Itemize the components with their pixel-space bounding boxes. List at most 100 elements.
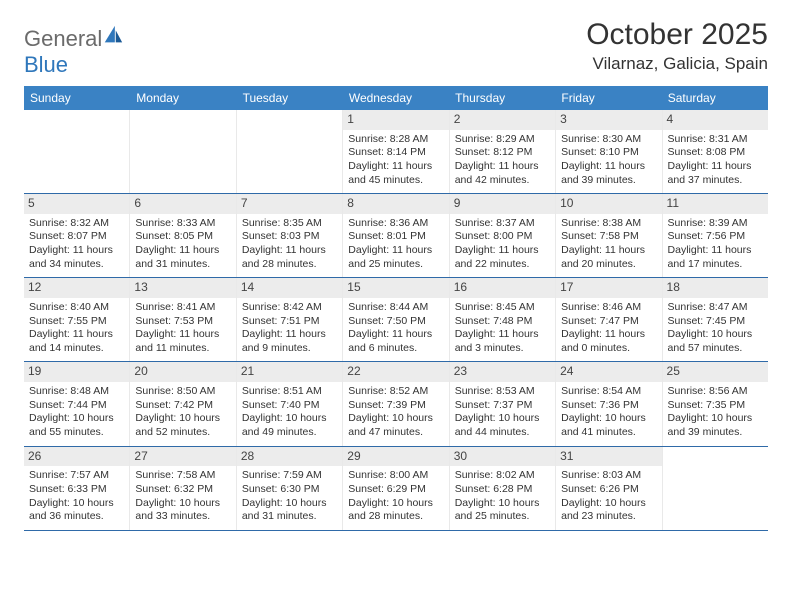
sunrise-line: Sunrise: 8:56 AM <box>668 385 763 399</box>
daylight-line: Daylight: 10 hours and 47 minutes. <box>348 412 443 439</box>
calendar-day: 24 Sunrise: 8:54 AMSunset: 7:36 PMDayligh… <box>556 362 662 445</box>
day-number: 23 <box>450 362 555 382</box>
sunrise-line: Sunrise: 8:44 AM <box>348 301 443 315</box>
calendar-day: 16Sunrise: 8:45 AMSunset: 7:48 PMDayligh… <box>450 278 556 361</box>
day-number: 1 <box>343 110 448 130</box>
daylight-line: Daylight: 11 hours and 0 minutes. <box>561 328 656 355</box>
day-number: 17 <box>556 278 661 298</box>
sunrise-line: Sunrise: 8:28 AM <box>348 133 443 147</box>
day-number: 19 <box>24 362 129 382</box>
calendar-body: 1Sunrise: 8:28 AMSunset: 8:14 PMDaylight… <box>24 110 768 531</box>
calendar-day: 8Sunrise: 8:36 AMSunset: 8:01 PMDaylight… <box>343 194 449 277</box>
sunrise-line: Sunrise: 8:40 AM <box>29 301 124 315</box>
calendar-day: 26Sunrise: 7:57 AMSunset: 6:33 PMDayligh… <box>24 447 130 530</box>
sunrise-line: Sunrise: 8:32 AM <box>29 217 124 231</box>
calendar-day: 31Sunrise: 8:03 AMSunset: 6:26 PMDayligh… <box>556 447 662 530</box>
day-number: 16 <box>450 278 555 298</box>
calendar-day: 23Sunrise: 8:53 AMSunset: 7:37 PMDayligh… <box>450 362 556 445</box>
sunrise-line: Sunrise: 8:42 AM <box>242 301 337 315</box>
calendar-week: 26Sunrise: 7:57 AMSunset: 6:33 PMDayligh… <box>24 447 768 531</box>
calendar-day: 14Sunrise: 8:42 AMSunset: 7:51 PMDayligh… <box>237 278 343 361</box>
daylight-line: Daylight: 10 hours and 25 minutes. <box>455 497 550 524</box>
day-number: 31 <box>556 447 661 467</box>
calendar-day: 20Sunrise: 8:50 AMSunset: 7:42 PMDayligh… <box>130 362 236 445</box>
daylight-line: Daylight: 11 hours and 20 minutes. <box>561 244 656 271</box>
weekday-header: SundayMondayTuesdayWednesdayThursdayFrid… <box>24 86 768 110</box>
sunrise-line: Sunrise: 8:39 AM <box>668 217 763 231</box>
daylight-line: Daylight: 10 hours and 49 minutes. <box>242 412 337 439</box>
sunset-line: Sunset: 8:00 PM <box>455 230 550 244</box>
calendar-day: 1Sunrise: 8:28 AMSunset: 8:14 PMDaylight… <box>343 110 449 193</box>
brand-text: General Blue <box>24 24 124 78</box>
sunrise-line: Sunrise: 8:50 AM <box>135 385 230 399</box>
sunrise-line: Sunrise: 7:58 AM <box>135 469 230 483</box>
sunset-line: Sunset: 7:48 PM <box>455 315 550 329</box>
sunrise-line: Sunrise: 8:30 AM <box>561 133 656 147</box>
daylight-line: Daylight: 11 hours and 22 minutes. <box>455 244 550 271</box>
calendar-week: 5Sunrise: 8:32 AMSunset: 8:07 PMDaylight… <box>24 194 768 278</box>
daylight-line: Daylight: 10 hours and 41 minutes. <box>561 412 656 439</box>
calendar-empty <box>663 447 768 530</box>
daylight-line: Daylight: 11 hours and 45 minutes. <box>348 160 443 187</box>
brand-logo: General Blue <box>24 18 124 78</box>
calendar-empty <box>237 110 343 193</box>
sunset-line: Sunset: 7:56 PM <box>668 230 763 244</box>
daylight-line: Daylight: 10 hours and 36 minutes. <box>29 497 124 524</box>
sunset-line: Sunset: 7:58 PM <box>561 230 656 244</box>
calendar-day: 12Sunrise: 8:40 AMSunset: 7:55 PMDayligh… <box>24 278 130 361</box>
daylight-line: Daylight: 10 hours and 28 minutes. <box>348 497 443 524</box>
sunset-line: Sunset: 7:47 PM <box>561 315 656 329</box>
weekday-label: Monday <box>130 86 236 110</box>
day-number: 4 <box>663 110 768 130</box>
sunset-line: Sunset: 7:44 PM <box>29 399 124 413</box>
day-number: 10 <box>556 194 661 214</box>
sunset-line: Sunset: 6:32 PM <box>135 483 230 497</box>
weekday-label: Saturday <box>662 86 768 110</box>
calendar-day: 9Sunrise: 8:37 AMSunset: 8:00 PMDaylight… <box>450 194 556 277</box>
day-number: 11 <box>663 194 768 214</box>
day-number: 3 <box>556 110 661 130</box>
sunset-line: Sunset: 8:10 PM <box>561 146 656 160</box>
day-number: 2 <box>450 110 555 130</box>
sunset-line: Sunset: 7:53 PM <box>135 315 230 329</box>
title-block: October 2025 Vilarnaz, Galicia, Spain <box>586 18 768 74</box>
day-number: 22 <box>343 362 448 382</box>
calendar-week: 19Sunrise: 8:48 AMSunset: 7:44 PMDayligh… <box>24 362 768 446</box>
weekday-label: Sunday <box>24 86 130 110</box>
sunrise-line: Sunrise: 7:59 AM <box>242 469 337 483</box>
sunrise-line: Sunrise: 8:03 AM <box>561 469 656 483</box>
calendar-day: 5Sunrise: 8:32 AMSunset: 8:07 PMDaylight… <box>24 194 130 277</box>
sunset-line: Sunset: 7:50 PM <box>348 315 443 329</box>
sail-icon <box>102 24 124 46</box>
day-number: 6 <box>130 194 235 214</box>
sunset-line: Sunset: 7:36 PM <box>561 399 656 413</box>
sunset-line: Sunset: 8:01 PM <box>348 230 443 244</box>
day-number: 25 <box>663 362 768 382</box>
calendar-day: 27Sunrise: 7:58 AMSunset: 6:32 PMDayligh… <box>130 447 236 530</box>
sunset-line: Sunset: 7:51 PM <box>242 315 337 329</box>
calendar-day: 21Sunrise: 8:51 AMSunset: 7:40 PMDayligh… <box>237 362 343 445</box>
location-text: Vilarnaz, Galicia, Spain <box>586 54 768 74</box>
daylight-line: Daylight: 10 hours and 23 minutes. <box>561 497 656 524</box>
daylight-line: Daylight: 11 hours and 11 minutes. <box>135 328 230 355</box>
day-number: 24 <box>556 362 661 382</box>
calendar-day: 10Sunrise: 8:38 AMSunset: 7:58 PMDayligh… <box>556 194 662 277</box>
sunrise-line: Sunrise: 8:35 AM <box>242 217 337 231</box>
daylight-line: Daylight: 10 hours and 44 minutes. <box>455 412 550 439</box>
sunrise-line: Sunrise: 8:46 AM <box>561 301 656 315</box>
calendar-day: 11Sunrise: 8:39 AMSunset: 7:56 PMDayligh… <box>663 194 768 277</box>
calendar-day: 28Sunrise: 7:59 AMSunset: 6:30 PMDayligh… <box>237 447 343 530</box>
sunrise-line: Sunrise: 8:54 AM <box>561 385 656 399</box>
sunrise-line: Sunrise: 8:29 AM <box>455 133 550 147</box>
day-number: 20 <box>130 362 235 382</box>
weekday-label: Thursday <box>449 86 555 110</box>
weekday-label: Friday <box>555 86 661 110</box>
month-title: October 2025 <box>586 18 768 52</box>
daylight-line: Daylight: 11 hours and 9 minutes. <box>242 328 337 355</box>
sunset-line: Sunset: 8:07 PM <box>29 230 124 244</box>
day-number: 27 <box>130 447 235 467</box>
sunrise-line: Sunrise: 8:36 AM <box>348 217 443 231</box>
daylight-line: Daylight: 11 hours and 34 minutes. <box>29 244 124 271</box>
sunrise-line: Sunrise: 8:53 AM <box>455 385 550 399</box>
day-number: 30 <box>450 447 555 467</box>
